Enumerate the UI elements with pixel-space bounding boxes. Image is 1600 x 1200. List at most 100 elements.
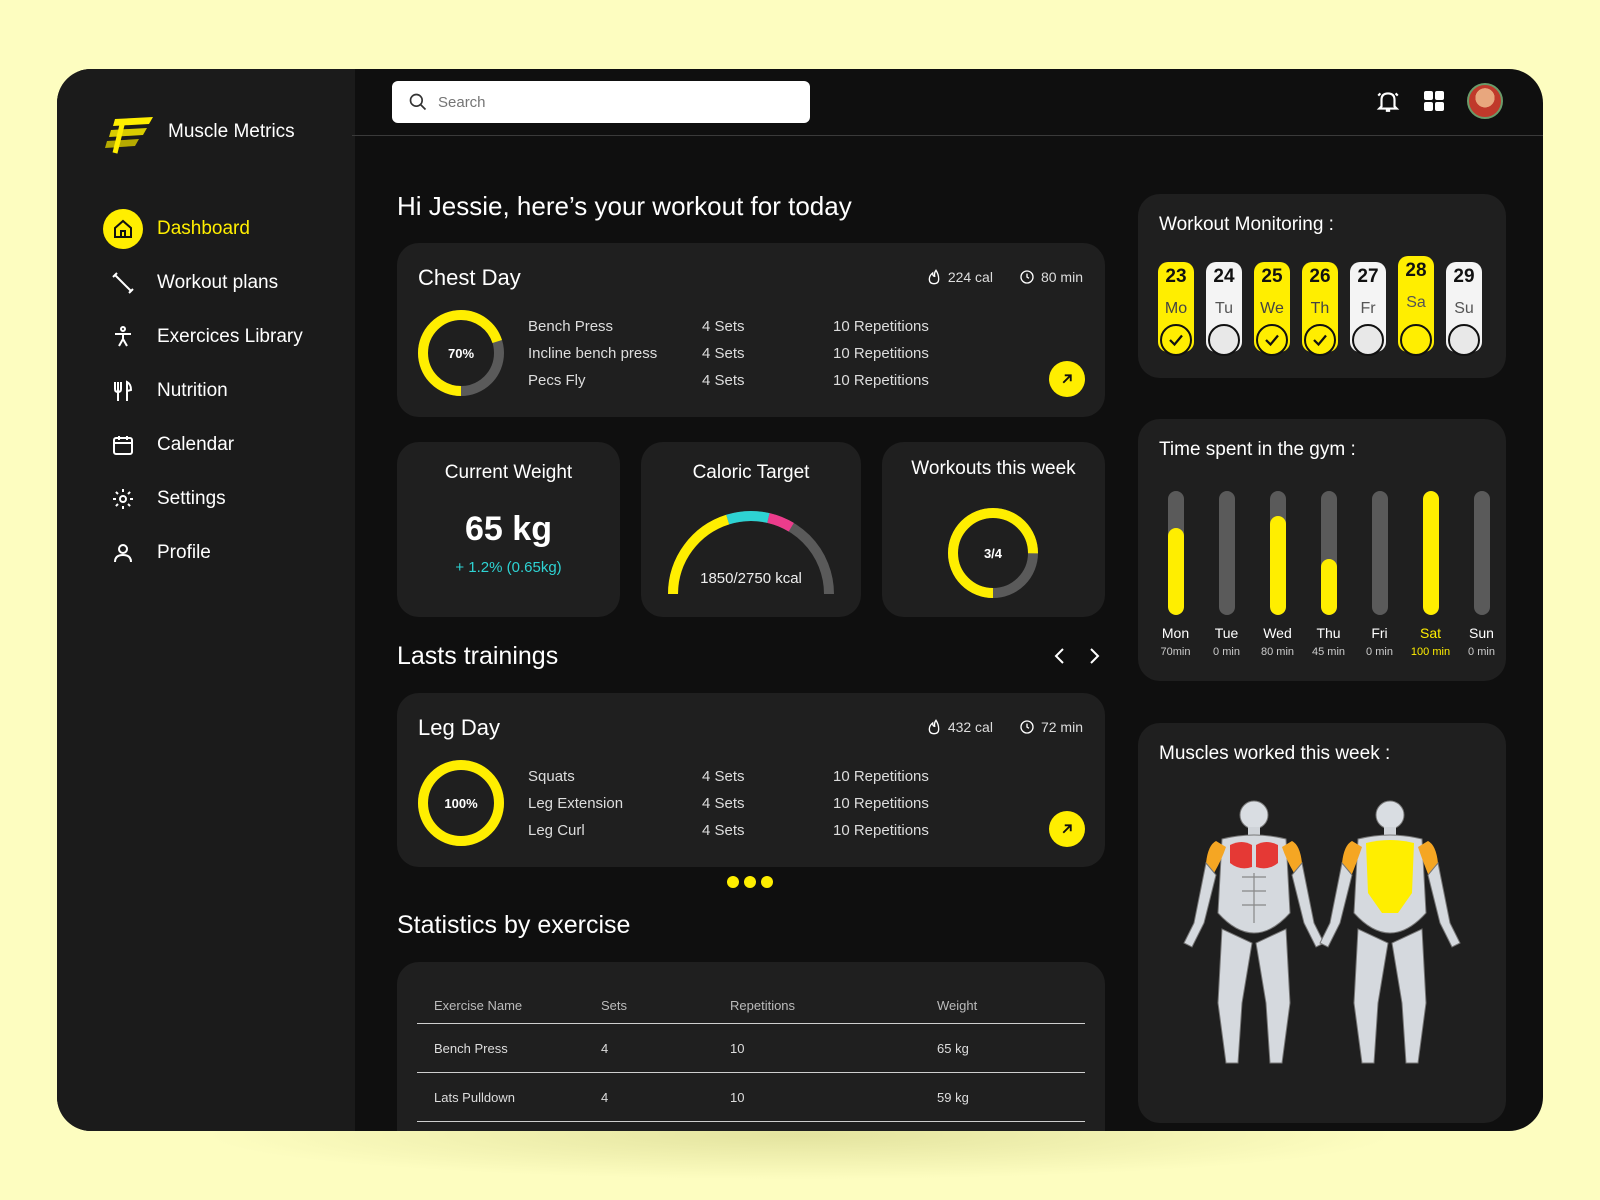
- chevron-left-icon[interactable]: [1052, 646, 1068, 666]
- sidebar-item-nutrition[interactable]: Nutrition: [103, 364, 343, 418]
- bar-track: [1474, 491, 1490, 615]
- day-number: 25: [1261, 266, 1283, 287]
- bar-minutes-label: 100 min: [1410, 646, 1451, 658]
- column-header: Weight: [937, 998, 978, 1013]
- day-tile-sa[interactable]: 28 Sa: [1398, 256, 1434, 356]
- day-abbr: Th: [1310, 300, 1330, 317]
- exercise-sets: 4 Sets: [702, 822, 745, 839]
- user-icon: [103, 533, 143, 573]
- bar-tue: Tue 0 min: [1201, 491, 1252, 671]
- table-header: Exercise Name Sets Repetitions Weight: [417, 988, 1085, 1024]
- check-icon: [1256, 324, 1288, 356]
- card-title: Time spent in the gym :: [1159, 439, 1356, 460]
- workout-meta: 432 cal 72 min: [926, 719, 1083, 735]
- bar-mon: Mon 70min: [1150, 491, 1201, 671]
- day-tile-we[interactable]: 25 We: [1254, 262, 1290, 356]
- bar-sun: Sun 0 min: [1456, 491, 1507, 671]
- arrow-up-right-icon: [1062, 824, 1072, 834]
- column-header: Repetitions: [730, 998, 796, 1013]
- status-circle: [1448, 324, 1480, 356]
- day-tile-mo[interactable]: 23 Mo: [1158, 262, 1194, 356]
- workout-monitoring-card: Workout Monitoring : 23 Mo 24 Tu 25 We 26 Th 27 F…: [1138, 194, 1506, 378]
- workout-meta: 224 cal 80 min: [926, 269, 1083, 285]
- bar-minutes-label: 70min: [1160, 646, 1191, 658]
- table-cell: Bench Press: [434, 1040, 508, 1056]
- day-number: 23: [1165, 266, 1187, 287]
- ring-fill: [418, 760, 504, 846]
- clock-icon: [1020, 720, 1034, 734]
- chevron-right-icon[interactable]: [1086, 646, 1102, 666]
- search-input[interactable]: [438, 93, 798, 111]
- bar-track: [1321, 491, 1337, 615]
- weekly-ring-label: 3/4: [983, 545, 1003, 561]
- sidebar-item-profile[interactable]: Profile: [103, 526, 343, 580]
- bar-day-label: Fri: [1371, 625, 1388, 641]
- day-tile-th[interactable]: 26 Th: [1302, 262, 1338, 356]
- day-tile-tu[interactable]: 24 Tu: [1206, 262, 1242, 356]
- sidebar-item-calendar[interactable]: Calendar: [103, 418, 343, 472]
- home-icon: [103, 209, 143, 249]
- day-number: 26: [1309, 266, 1331, 287]
- bar-day-label: Tue: [1214, 625, 1239, 641]
- check-icon: [1160, 324, 1192, 356]
- card-title: Muscles worked this week :: [1159, 743, 1391, 764]
- gear-icon: [103, 479, 143, 519]
- sidebar-item-label: Nutrition: [157, 380, 228, 401]
- workout-title: Chest Day: [418, 265, 521, 290]
- sidebar-item-workout-plans[interactable]: Workout plans: [103, 256, 343, 310]
- day-number: 29: [1453, 266, 1475, 287]
- statistics-title: Statistics by exercise: [397, 911, 631, 939]
- bar-minutes-label: 0 min: [1468, 646, 1495, 658]
- carousel-dot[interactable]: [761, 876, 773, 888]
- gym-time-chart: Mon 70min Tue 0 min Wed 80 min Thu 45 min Fri 0 m…: [1150, 491, 1507, 671]
- bell-icon[interactable]: [1375, 88, 1401, 114]
- avatar[interactable]: [1467, 83, 1503, 119]
- table-cell: 59 kg: [937, 1089, 969, 1105]
- open-training-button[interactable]: [1049, 811, 1085, 847]
- bar-day-label: Thu: [1316, 625, 1341, 641]
- sidebar-item-exercises-library[interactable]: Exercices Library: [103, 310, 343, 364]
- person-icon: [103, 317, 143, 357]
- today-workout-card: Chest Day 224 cal 80 min 70% Bench Press…: [397, 243, 1105, 417]
- brand-name: Muscle Metrics: [168, 121, 295, 142]
- sidebar-item-settings[interactable]: Settings: [103, 472, 343, 526]
- day-abbr: Mo: [1164, 300, 1188, 317]
- gym-time-card: Time spent in the gym : Mon 70min Tue 0 min…: [1138, 419, 1506, 681]
- gauge-segment-2: [726, 511, 770, 525]
- day-tile-su[interactable]: 29 Su: [1446, 262, 1482, 356]
- column-header: Exercise Name: [434, 998, 523, 1013]
- caloric-gauge: [668, 511, 834, 595]
- last-training-card: Leg Day 432 cal 72 min 100% Squats 4 Set…: [397, 693, 1105, 867]
- check-icon: [1304, 324, 1336, 356]
- bar-fill: [1270, 515, 1286, 615]
- bar-fill: [1321, 559, 1337, 615]
- carousel-dots: [727, 876, 773, 888]
- carousel-dot[interactable]: [727, 876, 739, 888]
- ring-fill: [418, 310, 504, 396]
- open-workout-button[interactable]: [1049, 361, 1085, 397]
- day-abbr: Sa: [1406, 294, 1426, 311]
- sidebar-item-dashboard[interactable]: Dashboard: [103, 202, 343, 256]
- exercise-sets: 4 Sets: [702, 372, 745, 389]
- ring-fill: [948, 508, 1038, 598]
- bar-minutes-label: 0 min: [1366, 646, 1393, 658]
- table-row[interactable]: Lats Pulldown 4 10 59 kg: [417, 1073, 1085, 1122]
- weekly-ring: [948, 508, 1038, 598]
- card-title: Workout Monitoring :: [1159, 214, 1334, 235]
- table-row[interactable]: Bench Press 4 10 65 kg: [417, 1024, 1085, 1073]
- bar-minutes-label: 45 min: [1311, 646, 1346, 658]
- exercise-name: Bench Press: [528, 318, 614, 335]
- list-item: Leg Curl 4 Sets 10 Repetitions: [528, 817, 983, 844]
- progress-label: 70%: [447, 345, 475, 361]
- grid-menu-icon[interactable]: [1421, 88, 1447, 114]
- exercise-reps: 10 Repetitions: [833, 372, 929, 389]
- search-bar: [392, 81, 810, 123]
- exercise-reps: 10 Repetitions: [833, 822, 929, 839]
- sidebar-item-label: Profile: [157, 542, 211, 563]
- card-title: Workouts this week: [911, 458, 1076, 479]
- workout-calories: 432 cal: [947, 719, 993, 735]
- exercise-reps: 10 Repetitions: [833, 318, 929, 335]
- carousel-dot[interactable]: [744, 876, 756, 888]
- page-title: Hi Jessie, here’s your workout for today: [397, 191, 852, 221]
- day-tile-fr[interactable]: 27 Fr: [1350, 262, 1386, 356]
